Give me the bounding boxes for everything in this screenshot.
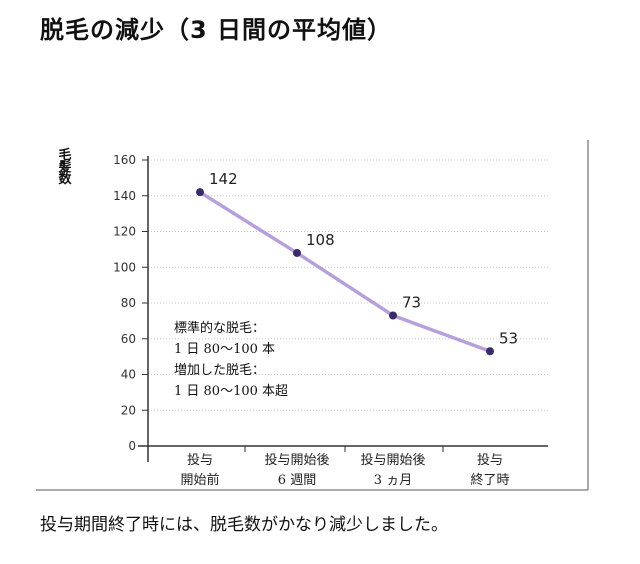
data-label: 53: [499, 329, 518, 347]
y-tick-label: 160: [113, 153, 136, 167]
x-tick-label: 3 ヵ月: [374, 473, 412, 488]
y-tick-label: 120: [113, 225, 136, 239]
y-tick-label: 80: [121, 296, 136, 310]
x-tick-label: 投与開始後: [264, 452, 329, 468]
hair-loss-reference-note: 標準的な脱毛： 1 日 80〜100 本 増加した脱毛： 1 日 80〜100 …: [174, 318, 288, 402]
y-tick-label: 100: [113, 260, 136, 274]
page-title: 脱毛の減少（3 日間の平均値）: [40, 16, 393, 44]
y-axis-label: 毛髪数: [58, 148, 72, 187]
note-line: 標準的な脱毛：: [174, 321, 266, 336]
data-point: [196, 188, 204, 197]
series-line: [198, 190, 492, 354]
note-line: 1 日 80〜100 本: [174, 342, 276, 357]
data-point: [389, 311, 397, 320]
caption: 投与期間終了時には、脱毛数がかなり減少しました。: [40, 515, 448, 535]
data-point: [293, 248, 301, 257]
x-tick-label: 投与開始後: [360, 452, 425, 468]
note-line: 1 日 80〜100 本超: [174, 384, 289, 399]
data-point: [486, 347, 494, 356]
x-tick-label: 開始前: [180, 472, 219, 488]
y-tick-label: 140: [113, 189, 136, 203]
x-tick-label: 投与: [477, 452, 503, 468]
note-line: 増加した脱毛：: [174, 363, 266, 378]
x-tick-label: 終了時: [470, 472, 509, 488]
x-tick-label: 投与: [187, 452, 213, 468]
y-tick-label: 20: [121, 403, 136, 417]
y-tick-label: 60: [121, 332, 136, 346]
data-label: 142: [209, 170, 238, 188]
y-tick-label: 40: [121, 368, 136, 382]
data-label: 73: [402, 294, 421, 312]
x-tick-label: 6 週間: [278, 473, 316, 488]
data-label: 108: [306, 231, 335, 249]
y-tick-label: 0: [128, 439, 136, 453]
